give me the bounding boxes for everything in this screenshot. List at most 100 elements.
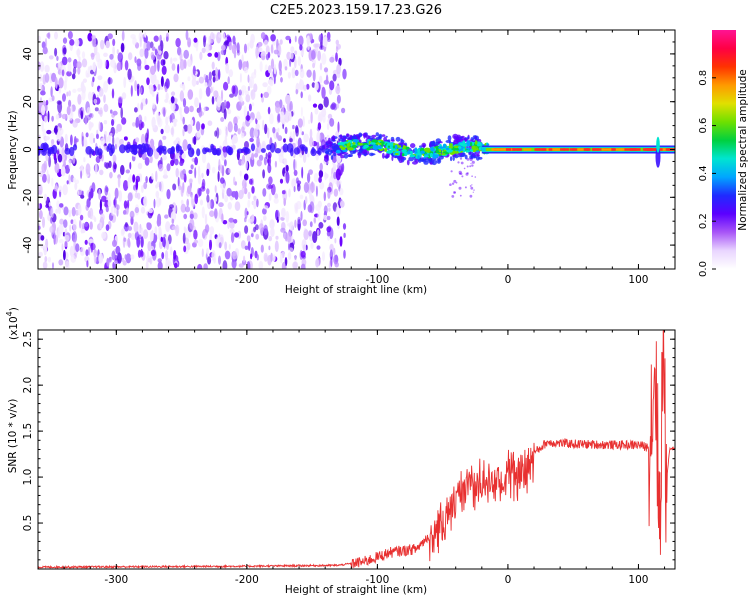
- signal-clump: [423, 155, 429, 158]
- noise-blob: [269, 77, 274, 87]
- noise-blob: [241, 179, 247, 189]
- carrier-core: [615, 148, 626, 151]
- noise-blob: [224, 250, 231, 260]
- noise-blob: [87, 210, 92, 219]
- noise-blob: [273, 64, 277, 75]
- noise-blob: [112, 154, 117, 163]
- noise-blob: [313, 217, 316, 223]
- noise-blob: [90, 69, 94, 75]
- noise-blob: [68, 99, 72, 108]
- noise-blob: [51, 115, 54, 122]
- noise-blob: [295, 126, 299, 137]
- noise-blob: [149, 155, 153, 164]
- noise-blob: [319, 181, 325, 190]
- noise-blob: [209, 233, 213, 241]
- noise-blob: [294, 219, 297, 228]
- signal-halo: [473, 189, 475, 191]
- noise-blob: [99, 169, 104, 176]
- noise-blob: [59, 203, 64, 208]
- noise-blob: [112, 46, 115, 56]
- signal-clump: [372, 145, 379, 151]
- noise-blob: [197, 263, 203, 269]
- noise-blob: [48, 202, 51, 207]
- noise-blob: [228, 168, 231, 174]
- signal-halo: [469, 194, 473, 198]
- noise-blob: [187, 89, 194, 100]
- noise-blob: [183, 213, 188, 220]
- noise-blob: [84, 239, 88, 245]
- noise-blob: [225, 101, 231, 109]
- noise-blob: [137, 162, 143, 170]
- noise-blob: [64, 240, 68, 248]
- carrier-core: [563, 148, 570, 151]
- noise-blob: [211, 61, 215, 70]
- noise-blob: [119, 138, 124, 146]
- noise-blob: [101, 195, 107, 202]
- noise-blob: [335, 46, 339, 53]
- noise-blob: [284, 110, 290, 123]
- noise-blob: [247, 74, 250, 83]
- noise-blob: [48, 155, 51, 168]
- noise-blob: [112, 263, 117, 269]
- colorbar-tick-label: 0.2: [698, 213, 709, 229]
- signal-halo: [387, 152, 390, 158]
- noise-blob: [239, 73, 242, 83]
- noise-blob: [278, 154, 284, 163]
- noise-blob: [192, 200, 195, 206]
- noise-blob: [318, 34, 323, 43]
- noise-blob: [105, 40, 110, 49]
- signal-clump: [346, 147, 354, 151]
- noise-blob: [158, 163, 164, 172]
- noise-blob: [253, 195, 257, 201]
- signal-clump: [438, 154, 442, 157]
- noise-blob: [112, 135, 115, 147]
- carrier-core: [586, 148, 591, 151]
- signal-halo: [463, 167, 466, 170]
- noise-blob: [248, 103, 252, 112]
- noise-blob: [150, 249, 156, 257]
- noise-blob: [170, 211, 177, 222]
- noise-blob: [68, 159, 72, 170]
- noise-blob: [52, 262, 54, 269]
- signal-halo: [419, 145, 423, 148]
- noise-blob: [260, 93, 263, 98]
- noise-blob: [279, 39, 283, 45]
- figure-title: C2E5.2023.159.17.23.G26: [270, 3, 442, 18]
- signal-halo: [339, 134, 343, 140]
- noise-blob: [144, 48, 149, 59]
- noise-blob: [173, 121, 177, 127]
- noise-blob: [109, 53, 114, 60]
- noise-blob: [314, 108, 319, 115]
- noise-blob: [98, 188, 101, 200]
- noise-blob: [72, 88, 77, 93]
- noise-blob: [145, 98, 148, 105]
- noise-blob: [294, 50, 298, 55]
- noise-blob: [291, 67, 296, 79]
- signal-clump: [394, 153, 399, 155]
- noise-blob: [228, 217, 234, 223]
- signal-clump: [358, 142, 363, 146]
- noise-blob: [244, 245, 249, 250]
- signal-halo: [471, 175, 473, 177]
- noise-blob: [41, 104, 46, 116]
- noise-blob: [233, 123, 238, 133]
- noise-blob: [80, 194, 85, 199]
- noise-blob: [149, 84, 154, 95]
- signal-clump: [380, 144, 384, 147]
- noise-blob: [132, 122, 136, 127]
- noise-blob: [135, 137, 140, 143]
- noise-blob: [114, 143, 117, 150]
- noise-blob: [311, 139, 314, 147]
- noise-blob: [243, 173, 249, 181]
- carrier-core: [577, 148, 584, 151]
- noise-blob: [327, 189, 331, 199]
- signal-halo: [324, 156, 327, 159]
- signal-clump: [458, 146, 462, 149]
- noise-blob: [258, 154, 264, 161]
- signal-clump: [429, 152, 433, 158]
- signal-clump: [462, 148, 466, 153]
- noise-blob: [38, 145, 41, 155]
- noise-blob: [57, 153, 63, 163]
- noise-blob: [180, 114, 184, 122]
- noise-blob: [272, 127, 276, 134]
